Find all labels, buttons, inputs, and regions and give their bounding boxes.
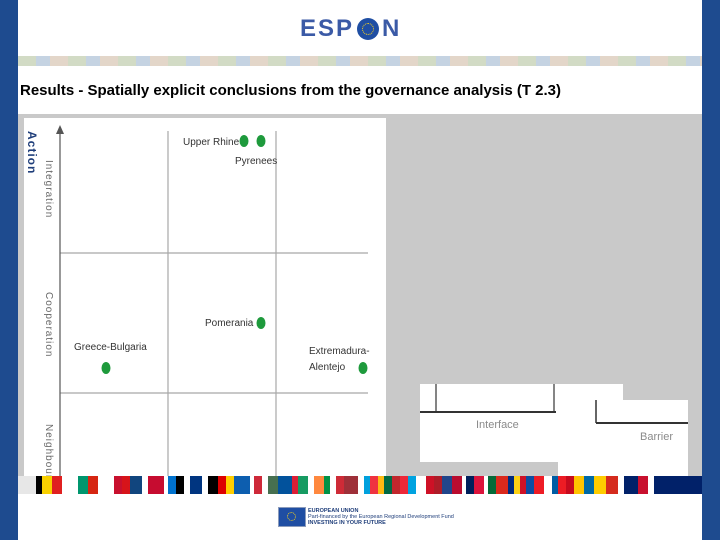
title-bar xyxy=(18,66,702,114)
footer-line2: Part-financed by the European Regional D… xyxy=(308,514,454,520)
legend-barrier-label: Barrier xyxy=(640,431,673,443)
chart-panel xyxy=(24,118,386,478)
case-dot-pomerania xyxy=(256,317,266,329)
y-level-integration: Integration xyxy=(43,160,54,218)
footer xyxy=(18,494,702,540)
footer-text: EUROPEAN UNION Part-financed by the Euro… xyxy=(308,508,454,526)
y-level-cooperation: Cooperation xyxy=(43,292,54,357)
y-axis-title: Action xyxy=(25,131,39,174)
eu-stars-icon xyxy=(357,18,380,40)
y-axis-arrow-icon xyxy=(56,125,64,134)
legend-interface-label: Interface xyxy=(476,419,519,431)
case-label-greece-bulgaria: Greece-Bulgaria xyxy=(74,342,147,353)
case-label-pyrenees: Pyrenees xyxy=(235,156,277,167)
slide-title: Results - Spatially explicit conclusions… xyxy=(20,82,561,99)
case-dot-extremadura-alentejo xyxy=(358,362,368,374)
map-strip-decoration xyxy=(18,56,702,66)
case-dot-greece-bulgaria xyxy=(101,362,111,374)
legend-panel-barrier xyxy=(558,400,688,478)
case-label-extremadura-line1: Extremadura- xyxy=(309,346,370,357)
case-dot-upper-rhine-2 xyxy=(256,135,266,147)
eu-flag-icon xyxy=(278,507,306,527)
case-dot-upper-rhine-1 xyxy=(239,135,249,147)
flags-strip xyxy=(18,476,702,494)
case-label-upper-rhine: Upper Rhine xyxy=(183,137,240,148)
case-label-extremadura-line2: Alentejo xyxy=(309,362,346,373)
footer-line1: EUROPEAN UNION xyxy=(308,508,359,514)
y-level-neighbourhood: Neighbourhood xyxy=(43,424,54,505)
case-label-pomerania: Pomerania xyxy=(205,318,254,329)
espon-logo: ESP N xyxy=(300,15,402,42)
footer-line3: INVESTING IN YOUR FUTURE xyxy=(308,520,386,526)
